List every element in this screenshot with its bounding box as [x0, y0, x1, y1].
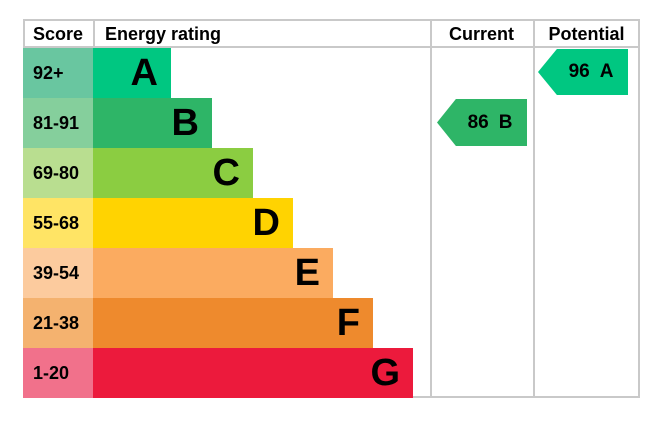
band-letter-b: B: [171, 102, 199, 144]
epc-table: Score Energy rating Current Potential 92…: [23, 19, 640, 398]
energy-rating-column-header: Energy rating: [105, 24, 222, 44]
band-bar-b: B: [93, 98, 212, 148]
band-letter-c: C: [212, 152, 240, 194]
band-row-d: 55-68 D: [23, 198, 430, 248]
band-row-g: 1-20 G: [23, 348, 430, 398]
band-bar-e: E: [93, 248, 333, 298]
energy-column-divider: [430, 19, 432, 398]
band-row-b: 81-91 B: [23, 98, 430, 148]
band-score-d: 55-68: [23, 198, 93, 248]
band-letter-g: G: [370, 352, 400, 394]
current-rating-arrow: 86 B: [437, 99, 527, 146]
current-rating-letter: B: [498, 111, 513, 133]
band-bar-a: A: [93, 48, 171, 98]
current-column-header: Current: [448, 24, 514, 44]
band-row-e: 39-54 E: [23, 248, 430, 298]
table-top-border: [23, 19, 640, 21]
potential-rating-value: 96: [568, 61, 590, 82]
score-column-divider: [93, 19, 95, 48]
band-letter-a: A: [130, 52, 158, 94]
potential-rating-arrow: 96 A: [538, 49, 628, 95]
band-rows: 92+ A 81-91 B 69-80 C 55-68 D 39-54 E 21…: [23, 48, 430, 398]
band-score-f: 21-38: [23, 298, 93, 348]
header-left-border: [23, 19, 25, 48]
band-bar-f: F: [93, 298, 373, 348]
band-score-g: 1-20: [23, 348, 93, 398]
band-score-e: 39-54: [23, 248, 93, 298]
band-bar-c: C: [93, 148, 253, 198]
table-right-border: [638, 19, 640, 398]
band-bar-d: D: [93, 198, 293, 248]
band-letter-d: D: [252, 202, 280, 244]
band-letter-f: F: [336, 302, 360, 344]
current-rating-value: 86: [467, 111, 489, 133]
score-column-header: Score: [32, 24, 84, 44]
potential-column-header: Potential: [548, 24, 625, 44]
band-row-c: 69-80 C: [23, 148, 430, 198]
band-score-b: 81-91: [23, 98, 93, 148]
band-row-f: 21-38 F: [23, 298, 430, 348]
band-score-a: 92+: [23, 48, 93, 98]
table-header: Score Energy rating Current Potential: [23, 21, 640, 48]
band-row-a: 92+ A: [23, 48, 430, 98]
band-letter-e: E: [294, 252, 320, 294]
band-score-c: 69-80: [23, 148, 93, 198]
current-column-divider: [533, 19, 535, 398]
potential-rating-letter: A: [599, 61, 614, 82]
header-bottom-border: [23, 46, 640, 48]
band-bar-g: G: [93, 348, 413, 398]
